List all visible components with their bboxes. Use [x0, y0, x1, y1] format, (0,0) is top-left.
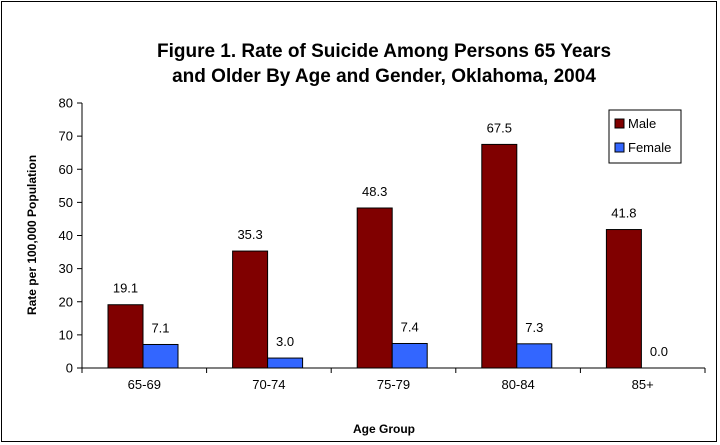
chart-title-line-2: and Older By Age and Gender, Oklahoma, 2…: [172, 66, 596, 87]
y-tick-label: 30: [59, 261, 73, 276]
bar-male-75-79: [356, 207, 393, 369]
legend-label-male: Male: [628, 116, 656, 131]
data-label-female-80-84: 7.3: [525, 320, 543, 335]
data-label-female-70-74: 3.0: [276, 334, 294, 349]
bar-male-70-74: [232, 250, 269, 369]
legend: Male Female: [608, 109, 682, 164]
bar-female-70-74: [267, 357, 304, 369]
legend-swatch-male: [614, 118, 625, 129]
bar-female-75-79: [391, 342, 428, 369]
x-axis-title: Age Group: [353, 422, 415, 436]
y-axis-title: Rate per 100,000 Population: [25, 155, 39, 315]
y-tick-label: 40: [59, 228, 73, 243]
data-label-male-75-79: 48.3: [362, 184, 387, 199]
data-label-male-70-74: 35.3: [237, 227, 262, 242]
bar-female-80-84: [516, 343, 553, 369]
chart-title-line-1: Figure 1. Rate of Suicide Among Persons …: [157, 41, 611, 62]
data-label-female-85+: 0.0: [650, 344, 668, 359]
bar-male-80-84: [481, 143, 518, 369]
bar-male-65-69: [107, 304, 144, 369]
y-tick-label: 0: [66, 361, 73, 376]
y-tick-label: 60: [59, 162, 73, 177]
y-tick-label: 80: [59, 96, 73, 111]
bar-female-65-69: [142, 343, 179, 369]
data-label-male-85+: 41.8: [611, 206, 636, 221]
x-tick-label: 70-74: [252, 377, 285, 392]
x-tick-label: 80-84: [501, 377, 534, 392]
x-tick-label: 65-69: [128, 377, 161, 392]
y-tick-label: 70: [59, 129, 73, 144]
data-label-male-80-84: 67.5: [487, 120, 512, 135]
y-tick-label: 20: [59, 294, 73, 309]
data-label-male-65-69: 19.1: [113, 281, 138, 296]
plot-area: 0 10 20 30 40 50 60 70 80 65-69 70-74 75-79 80-84 85+…: [59, 96, 706, 392]
legend-label-female: Female: [628, 140, 671, 155]
y-tick-label: 50: [59, 195, 73, 210]
x-tick-label: 75-79: [377, 377, 410, 392]
legend-swatch-female: [614, 142, 625, 153]
bar-male-85+: [605, 229, 642, 369]
x-tick-label: 85+: [632, 377, 654, 392]
y-tick-label: 10: [59, 327, 73, 342]
data-label-female-75-79: 7.4: [401, 319, 419, 334]
data-label-female-65-69: 7.1: [151, 320, 169, 335]
